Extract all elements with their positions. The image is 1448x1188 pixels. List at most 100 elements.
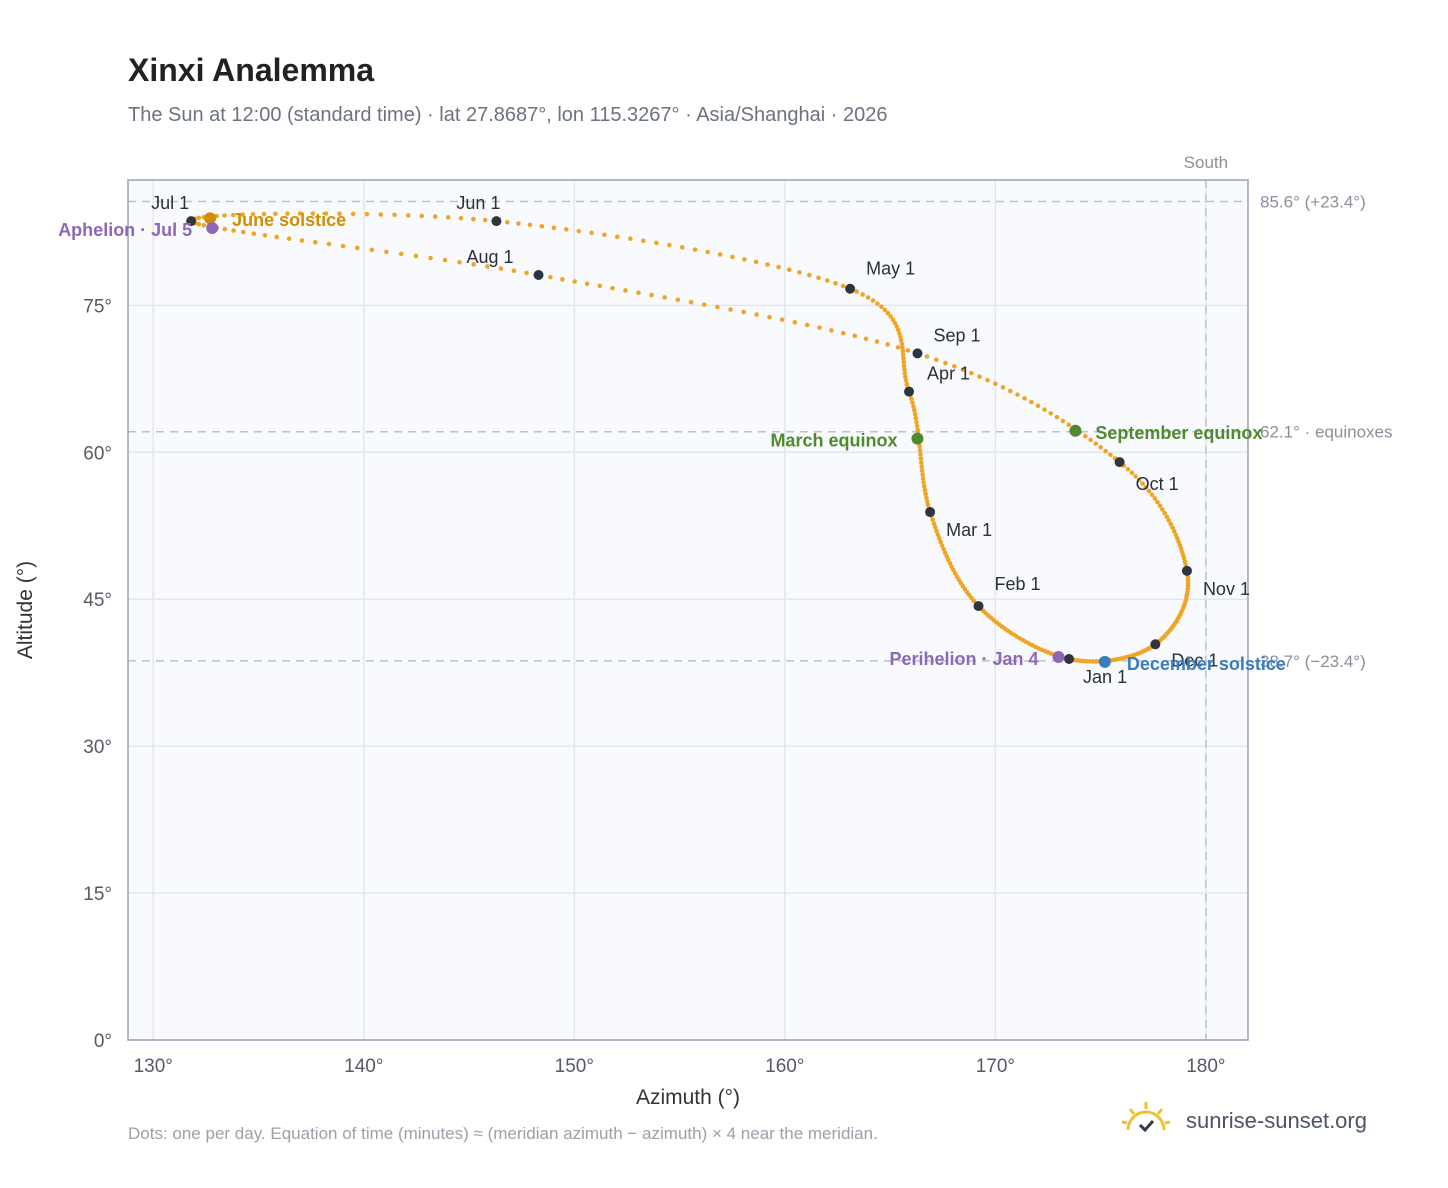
day-dot [925,502,931,508]
month-marker [186,216,197,227]
day-dot [879,304,884,310]
day-dot [899,341,905,347]
month-label: Nov 1 [1203,579,1250,599]
day-dot [898,334,903,340]
day-dot [932,524,938,530]
day-dot [885,342,890,347]
day-dot [222,226,228,232]
day-dot [943,360,948,366]
event-label: March equinox [770,431,897,451]
chart-title: Xinxi Analemma [128,52,375,88]
x-tick-label: 180° [1186,1056,1225,1077]
y-tick-label: 0° [94,1031,112,1052]
sun-logo-icon [1120,1100,1172,1141]
x-tick-label: 170° [976,1056,1015,1077]
footnote: Dots: one per day. Equation of time (min… [128,1124,878,1143]
day-dot [765,262,770,267]
day-dot [649,292,654,298]
day-dot [919,464,925,469]
day-dot [1029,399,1034,405]
day-dot [919,468,925,473]
day-dot [511,268,517,274]
day-dot [944,554,950,559]
day-dot [917,443,922,449]
event-label: September equinox [1095,423,1262,443]
day-dot [914,423,920,429]
day-dot [911,404,916,409]
day-dot [952,364,957,369]
day-dot [854,289,859,294]
day-dot [285,211,290,216]
day-dot [852,333,858,339]
day-dot [1174,536,1180,541]
day-dot [921,480,926,485]
month-marker [925,507,936,518]
day-dot [977,374,982,379]
brand[interactable]: sunrise-sunset.org [1120,1100,1367,1141]
day-dot [888,314,893,319]
month-label: Sep 1 [933,325,980,345]
day-dot [610,285,615,291]
event-label: Perihelion · Jan 4 [889,649,1038,669]
day-dot [776,264,781,270]
day-dot [548,274,553,280]
day-dot [1042,407,1047,412]
day-dot [753,259,759,265]
day-dot [918,460,924,465]
day-dot [1098,445,1104,450]
chart-subtitle: The Sun at 12:00 (standard time) · lat 2… [128,104,888,126]
day-dot [428,255,433,261]
day-dot [917,448,923,453]
day-dot [969,370,974,376]
day-dot [786,267,792,273]
day-dot [895,345,901,350]
day-dot [833,280,838,286]
day-dot [949,564,954,569]
day-dot [840,330,846,336]
day-dot [261,211,267,217]
day-dot [1143,485,1149,490]
day-dot [516,221,521,226]
day-dot [350,211,356,217]
day-dot [355,245,360,251]
day-dot [885,310,891,316]
day-dot [860,292,865,297]
day-dot [628,236,633,241]
day-dot [623,288,628,293]
day-dot [903,378,909,383]
day-dot [584,281,590,287]
day-dot [792,320,798,325]
day-dot [922,487,928,493]
day-dot [865,295,871,300]
month-marker [845,283,856,294]
day-dot [241,229,246,235]
day-dot [1171,528,1177,534]
day-dot [196,215,202,221]
day-dot [498,266,504,271]
day-dot [482,217,488,223]
day-dot [905,348,911,353]
day-dot [667,242,672,248]
day-dot [471,216,476,222]
day-dot [589,230,594,236]
day-dot [910,400,915,405]
day-dot [741,309,746,315]
day-dot [1066,422,1072,428]
day-dot [900,352,906,357]
day-dot [993,381,998,387]
day-dot [898,338,904,343]
month-marker [1150,639,1161,650]
day-dot [485,264,490,269]
day-dot [1108,452,1113,458]
day-dot [935,532,941,537]
day-dot [941,546,946,552]
day-dot [816,275,821,281]
day-dot [918,452,923,457]
day-dot [901,359,907,365]
day-dot [742,257,747,262]
event-marker [206,221,219,234]
south-label: South [1184,153,1228,172]
day-dot [563,227,569,232]
day-dot [641,238,646,244]
day-dot [679,245,685,250]
